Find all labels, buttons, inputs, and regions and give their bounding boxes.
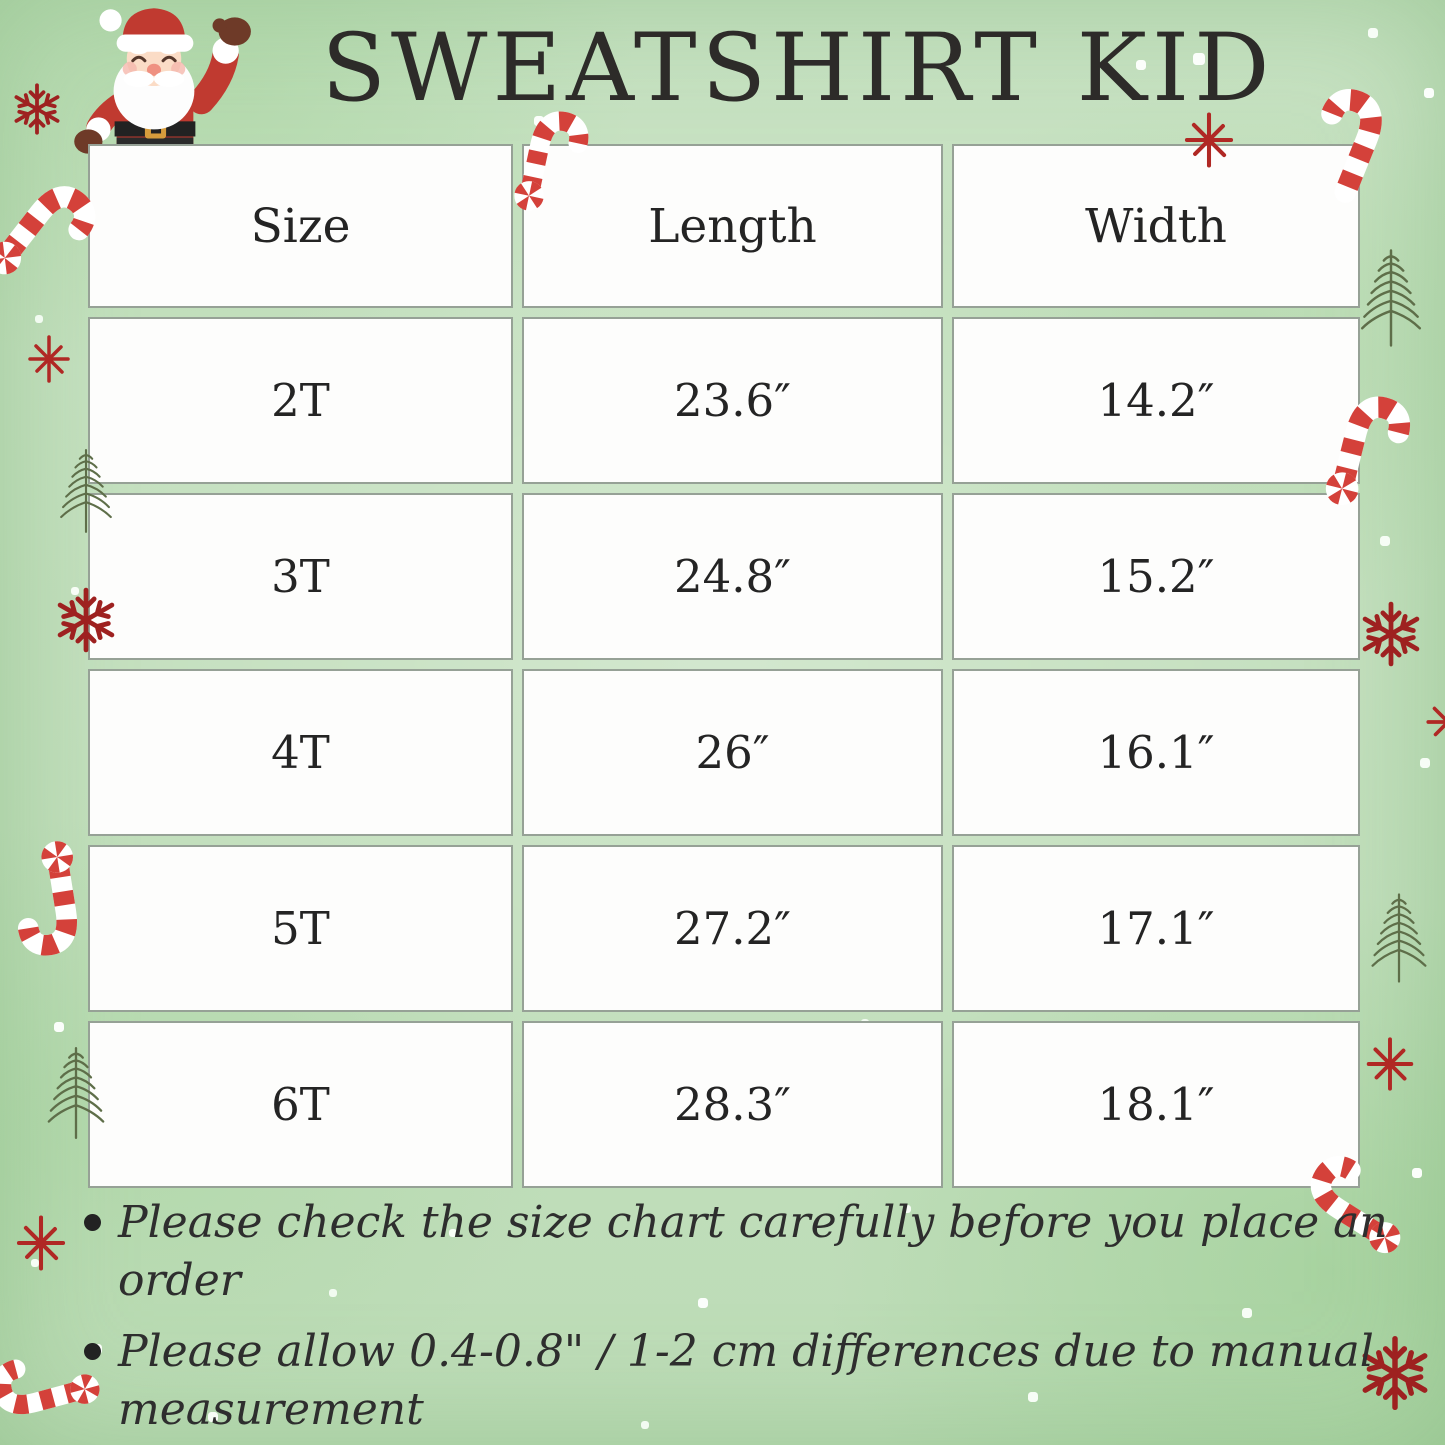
santa-icon [50, 0, 262, 170]
pine-tree-icon [1355, 246, 1427, 350]
cell-4t-width: 16.1″ [952, 669, 1360, 836]
snowflake-icon [52, 586, 120, 654]
cell-5t-size: 5T [88, 845, 513, 1012]
note-item: Please check the size chart carefully be… [84, 1194, 1434, 1310]
header-cell-length: Length [522, 144, 943, 308]
bullet-icon [84, 1214, 101, 1231]
snow-dots [0, 0, 2, 2]
starburst-icon [12, 1214, 70, 1272]
pine-tree-icon [55, 446, 117, 536]
cell-2t-width: 14.2″ [952, 317, 1360, 484]
cell-3t-width: 15.2″ [952, 493, 1360, 660]
starburst-icon [1422, 696, 1445, 748]
pine-tree-icon [1366, 868, 1432, 1008]
page-title: SWEATSHIRT KID [321, 14, 1275, 123]
starburst-icon [1362, 1036, 1418, 1092]
cell-2t-size: 2T [88, 317, 513, 484]
notes-list: Please check the size chart carefully be… [84, 1194, 1434, 1445]
starburst-icon [24, 334, 74, 384]
cell-2t-length: 23.6″ [522, 317, 943, 484]
note-item: Please allow 0.4-0.8" / 1-2 cm differenc… [84, 1323, 1434, 1439]
header-cell-size: Size [88, 144, 513, 308]
cell-5t-width: 17.1″ [952, 845, 1360, 1012]
snowflake-icon [1355, 600, 1427, 668]
note-text: Please allow 0.4-0.8" / 1-2 cm differenc… [118, 1326, 1374, 1436]
bullet-icon [84, 1343, 101, 1361]
cell-3t-size: 3T [88, 493, 513, 660]
candy-cane-icon [0, 837, 95, 968]
cell-4t-size: 4T [88, 669, 513, 836]
size-table: Size Length Width 2T 23.6″ 14.2″ 3T 24.8… [88, 144, 1360, 1188]
note-text: Please check the size chart carefully be… [118, 1197, 1388, 1307]
snowflake-icon [10, 80, 64, 138]
cell-5t-length: 27.2″ [522, 845, 943, 1012]
cell-6t-length: 28.3″ [522, 1021, 943, 1188]
pine-tree-icon [42, 1034, 110, 1152]
cell-4t-length: 26″ [522, 669, 943, 836]
cell-3t-length: 24.8″ [522, 493, 943, 660]
header-cell-width: Width [952, 144, 1360, 308]
cell-6t-size: 6T [88, 1021, 513, 1188]
cell-6t-width: 18.1″ [952, 1021, 1360, 1188]
